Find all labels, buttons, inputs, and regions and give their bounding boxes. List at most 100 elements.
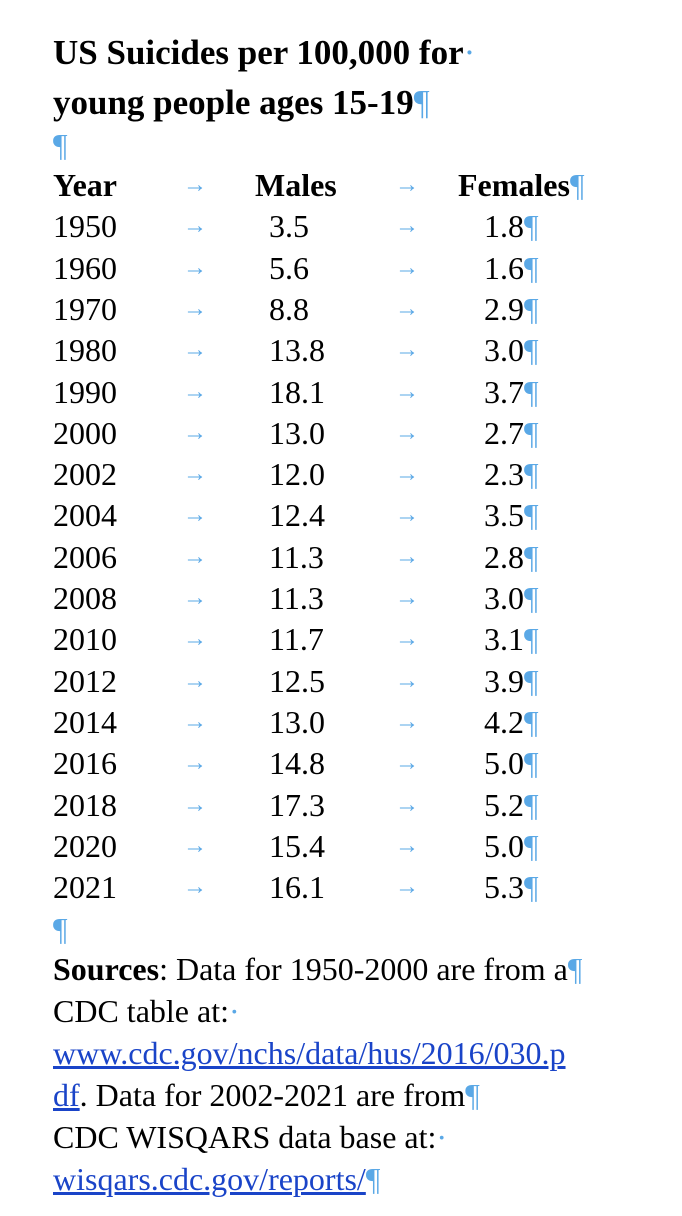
pilcrow-mark: ¶ xyxy=(524,249,539,286)
header-year: Year xyxy=(53,167,117,203)
pilcrow-mark: ¶ xyxy=(524,745,539,782)
males-cell: 3.5 xyxy=(269,208,309,245)
wisqars-link[interactable]: wisqars.cdc.gov/reports/ xyxy=(53,1161,366,1197)
pilcrow-mark: ¶ xyxy=(465,1077,480,1113)
year-cell: 1980 xyxy=(53,332,117,369)
females-cell: 1.6 xyxy=(484,249,524,286)
pilcrow-mark: ¶ xyxy=(524,827,539,864)
females-cell: 5.0 xyxy=(484,827,524,864)
females-cell: 1.8 xyxy=(484,208,524,245)
pilcrow-mark: ¶ xyxy=(524,786,539,823)
table-row: 2016 → 14.8 → 5.0 ¶ xyxy=(0,743,682,784)
males-cell: 13.8 xyxy=(269,332,325,369)
males-cell: 14.8 xyxy=(269,745,325,782)
table-row: 2008 → 11.3 → 3.0 ¶ xyxy=(0,578,682,619)
tab-arrow-mark: → xyxy=(183,543,207,570)
sources-line-1: Sources: Data for 1950-2000 are from a¶ xyxy=(53,948,673,990)
males-cell: 12.4 xyxy=(269,497,325,534)
space-mark: · xyxy=(463,33,476,72)
sources-line-5: CDC WISQARS data base at:· xyxy=(53,1116,673,1158)
title-line-1-text: US Suicides per 100,000 for xyxy=(53,33,464,72)
females-cell: 3.7 xyxy=(484,373,524,410)
tab-arrow-mark: → xyxy=(395,832,419,859)
table-row: 2021 → 16.1 → 5.3 ¶ xyxy=(0,867,682,908)
females-cell: 3.5 xyxy=(484,497,524,534)
pilcrow-mark: ¶ xyxy=(524,703,539,740)
tab-arrow-mark: → xyxy=(395,213,419,240)
tab-arrow-mark: → xyxy=(395,254,419,281)
pilcrow-mark: ¶ xyxy=(524,621,539,658)
tab-arrow-mark: → xyxy=(183,213,207,240)
year-cell: 2000 xyxy=(53,414,117,451)
tab-arrow-mark: → xyxy=(395,750,419,777)
table-row: 2006 → 11.3 → 2.8 ¶ xyxy=(0,537,682,578)
pilcrow-mark: ¶ xyxy=(570,167,585,203)
males-cell: 11.3 xyxy=(269,538,324,575)
males-cell: 15.4 xyxy=(269,827,325,864)
males-cell: 12.5 xyxy=(269,662,325,699)
tab-arrow-mark: → xyxy=(183,791,207,818)
table-row: 1950 → 3.5 → 1.8 ¶ xyxy=(0,206,682,247)
males-cell: 13.0 xyxy=(269,703,325,740)
space-mark: · xyxy=(436,1119,448,1155)
cdc-table-link-continued[interactable]: df xyxy=(53,1077,80,1113)
tab-arrow-mark: → xyxy=(183,461,207,488)
empty-paragraph-mark: ¶ xyxy=(53,127,68,163)
year-cell: 2004 xyxy=(53,497,117,534)
sources-text-3: . Data for 2002-2021 are from xyxy=(79,1077,466,1113)
table-row: 1990 → 18.1 → 3.7 ¶ xyxy=(0,372,682,413)
tab-arrow-mark: → xyxy=(395,874,419,901)
table-row: 2012 → 12.5 → 3.9 ¶ xyxy=(0,661,682,702)
pilcrow-mark: ¶ xyxy=(413,83,430,122)
space-mark: · xyxy=(228,993,240,1029)
pilcrow-mark: ¶ xyxy=(567,951,583,987)
header-males: Males xyxy=(255,167,337,203)
tab-arrow-mark: → xyxy=(395,585,419,611)
tab-arrow-mark: → xyxy=(183,295,207,322)
females-cell: 5.0 xyxy=(484,745,524,782)
table-row: 1960 → 5.6 → 1.6 ¶ xyxy=(0,248,682,289)
sources-line-3: www.cdc.gov/nchs/data/hus/2016/030.p xyxy=(53,1032,673,1074)
cdc-table-link[interactable]: www.cdc.gov/nchs/data/hus/2016/030.p xyxy=(53,1035,566,1071)
females-cell: 4.2 xyxy=(484,703,524,740)
pilcrow-mark: ¶ xyxy=(524,373,539,410)
tab-arrow-mark: → xyxy=(395,295,419,322)
tab-arrow-mark: → xyxy=(183,502,207,529)
tab-arrow-mark: → xyxy=(183,708,207,735)
tab-arrow-mark: → xyxy=(183,172,207,198)
year-cell: 1970 xyxy=(53,290,117,327)
table-header-row: Year → Males → Females ¶ xyxy=(0,165,682,206)
females-cell: 2.3 xyxy=(484,456,524,493)
empty-paragraph-mark: ¶ xyxy=(53,911,68,947)
females-cell: 2.9 xyxy=(484,290,524,327)
tab-arrow-mark: → xyxy=(395,626,419,653)
table-row: 2000 → 13.0 → 2.7 ¶ xyxy=(0,413,682,454)
table-row: 2020 → 15.4 → 5.0 ¶ xyxy=(0,826,682,867)
title-line-2-text: young people ages 15-19 xyxy=(53,83,414,122)
table-row: 1980 → 13.8 → 3.0 ¶ xyxy=(0,330,682,371)
year-cell: 1950 xyxy=(53,208,117,245)
males-cell: 12.0 xyxy=(269,456,325,493)
females-cell: 3.9 xyxy=(484,662,524,699)
year-cell: 2020 xyxy=(53,827,117,864)
males-cell: 11.3 xyxy=(269,580,324,616)
tab-arrow-mark: → xyxy=(183,254,207,281)
document-title: US Suicides per 100,000 for· young peopl… xyxy=(53,28,673,128)
year-cell: 2010 xyxy=(53,621,117,658)
tab-arrow-mark: → xyxy=(395,461,419,488)
females-cell: 3.1 xyxy=(484,621,524,658)
sources-line-2: CDC table at:· xyxy=(53,990,673,1032)
year-cell: 2016 xyxy=(53,745,117,782)
tab-arrow-mark: → xyxy=(395,378,419,405)
sources-text-2: CDC table at: xyxy=(53,993,229,1029)
sources-line-4: df. Data for 2002-2021 are from¶ xyxy=(53,1074,673,1116)
pilcrow-mark: ¶ xyxy=(524,456,539,493)
year-cell: 1990 xyxy=(53,373,117,410)
pilcrow-mark: ¶ xyxy=(524,208,539,245)
tab-arrow-mark: → xyxy=(183,626,207,653)
table-row: 2004 → 12.4 → 3.5 ¶ xyxy=(0,495,682,536)
title-line-1: US Suicides per 100,000 for· xyxy=(53,28,673,78)
pilcrow-mark: ¶ xyxy=(524,332,539,369)
tab-arrow-mark: → xyxy=(395,708,419,735)
pilcrow-mark: ¶ xyxy=(524,580,539,616)
